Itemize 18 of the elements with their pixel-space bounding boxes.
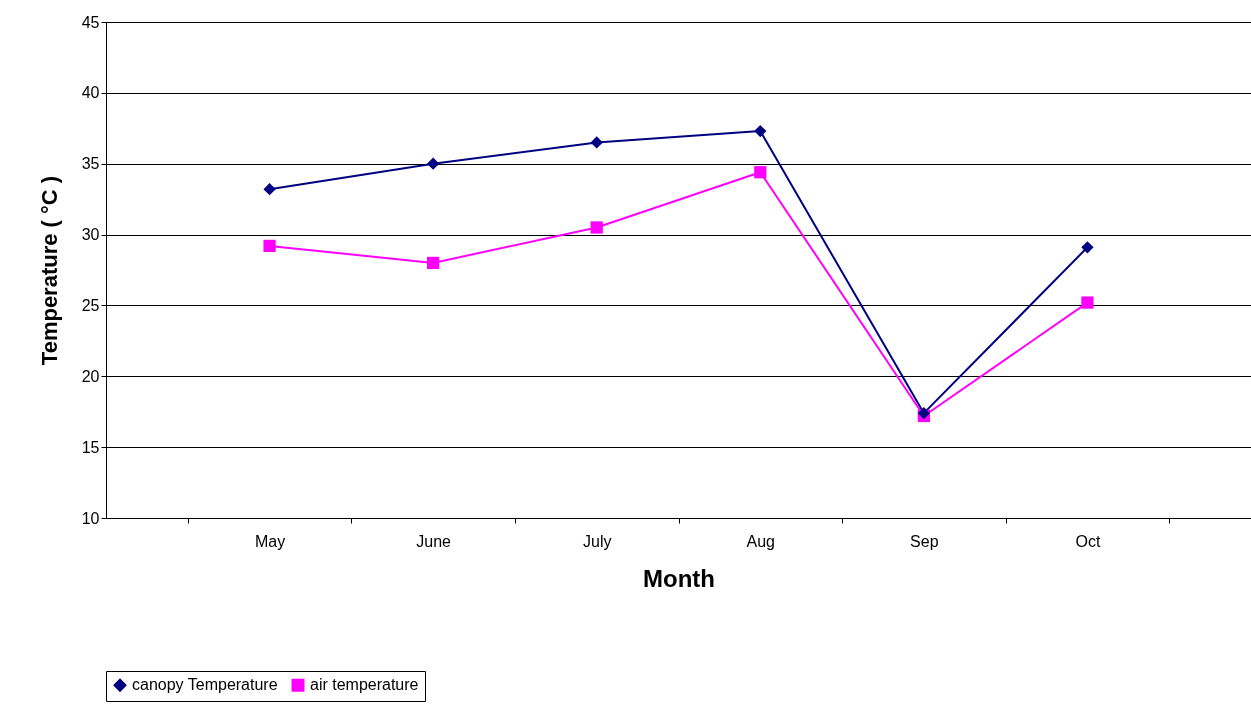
y-tick-label: 20	[81, 367, 100, 385]
x-tick-label: July	[582, 532, 612, 550]
x-tick-label: June	[416, 532, 452, 550]
x-axis-title: Month	[643, 564, 715, 592]
y-tick-label: 45	[81, 13, 100, 31]
x-tick-label: Oct	[1075, 532, 1101, 550]
y-tick-label: 25	[81, 296, 100, 314]
x-tick-label: May	[254, 532, 286, 550]
x-tick-label: Sep	[910, 532, 939, 550]
y-tick-label: 35	[81, 155, 100, 173]
x-tick-label: Aug	[746, 532, 776, 550]
y-tick-label: 40	[81, 84, 100, 102]
y-tick-label: 10	[81, 509, 100, 527]
legend-label: air temperature	[310, 676, 419, 694]
legend-label: canopy Temperature	[132, 676, 278, 694]
y-tick-label: 30	[81, 226, 100, 244]
y-axis-title: Temperature ( °C )	[36, 175, 62, 366]
y-tick-label: 15	[81, 438, 100, 456]
